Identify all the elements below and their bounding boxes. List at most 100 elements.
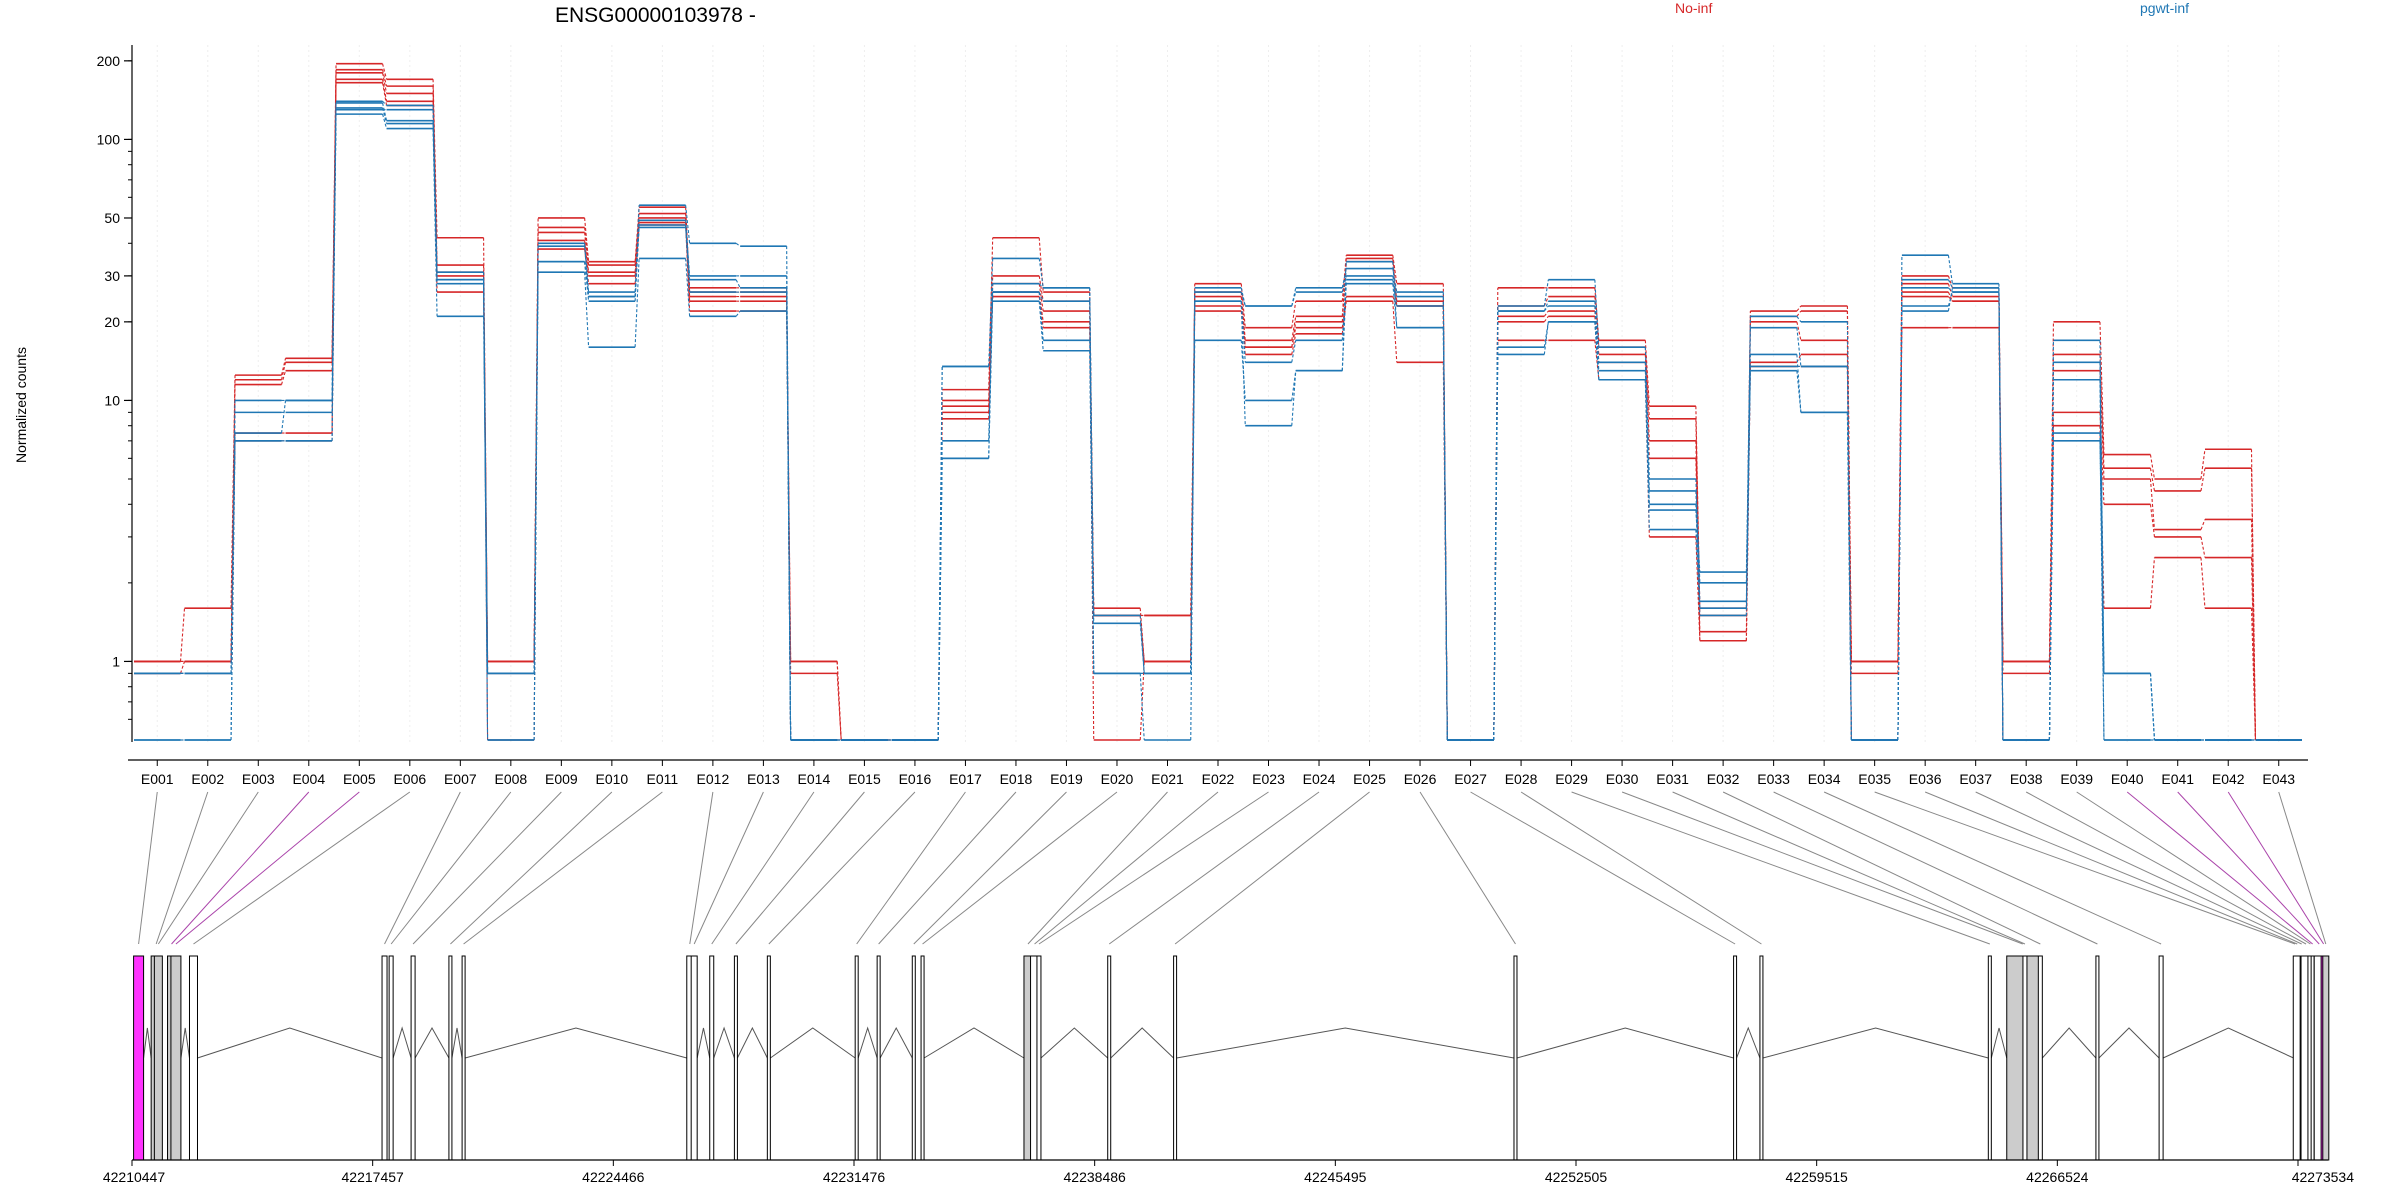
series-connector	[2200, 557, 2206, 609]
exon-connector	[856, 791, 966, 945]
exon-connector	[1038, 791, 1269, 945]
series-connector	[937, 440, 943, 741]
series-connector	[2149, 454, 2156, 480]
series-connector	[937, 412, 943, 741]
intron-line	[696, 1027, 711, 1059]
x-tick-label: E037	[1959, 771, 1992, 787]
intron-line	[2098, 1027, 2160, 1059]
series-connector	[1897, 327, 1903, 674]
gene-model-track	[133, 955, 2330, 1161]
x-tick-label: E010	[596, 771, 629, 787]
y-tick-label: 50	[104, 210, 120, 226]
series-connector	[1493, 311, 1499, 741]
series-connector	[1745, 354, 1751, 573]
series-connector	[1139, 673, 1145, 741]
series-connector	[2099, 321, 2105, 455]
series-connector	[1139, 623, 1145, 674]
series-connector	[1543, 321, 1549, 348]
intron-line	[1990, 1027, 2008, 1059]
series-connector	[584, 240, 590, 276]
series-connector	[1038, 292, 1044, 341]
exon-box	[153, 955, 163, 1161]
genomic-tick-label: 42252505	[1545, 1169, 1608, 1185]
series-connector	[382, 102, 388, 121]
exon-box	[1513, 955, 1518, 1161]
series-connector	[230, 375, 236, 609]
series-connector	[836, 673, 842, 741]
intron-line	[923, 1027, 1025, 1059]
series-connector	[280, 358, 287, 376]
intron-line	[1736, 1026, 1761, 1059]
series-connector	[1796, 370, 1802, 413]
exon-connector	[193, 791, 411, 945]
series-connector	[382, 107, 388, 124]
exon-connector-lines	[138, 791, 2327, 945]
grid-lines	[156, 45, 2280, 742]
x-tick-label: E024	[1303, 771, 1336, 787]
exon-box	[188, 955, 198, 1161]
series-connector	[1948, 287, 1953, 293]
exon-box	[709, 955, 715, 1161]
series-connector	[1038, 237, 1044, 293]
series-connector	[1644, 354, 1650, 441]
genomic-tick-label: 42259515	[1786, 1169, 1849, 1185]
exon-box	[2022, 955, 2028, 1161]
series-connector	[1947, 291, 1953, 302]
series-connector	[1291, 291, 1297, 307]
exon-connector	[1672, 791, 2026, 945]
exon-connector	[1470, 791, 1736, 945]
series-connector	[634, 224, 640, 302]
exon-connector	[138, 791, 158, 945]
series-connector	[1543, 310, 1549, 317]
series-connector	[685, 205, 691, 244]
series-connector	[1291, 301, 1297, 328]
series-connector	[1038, 301, 1044, 351]
x-tick-label: E033	[1757, 771, 1790, 787]
exon-connector	[1034, 791, 1219, 945]
x-tick-label: E026	[1404, 771, 1437, 787]
genomic-tick-label: 42273534	[2292, 1169, 2355, 1185]
exon-box	[461, 955, 466, 1161]
intron-line	[180, 1027, 190, 1059]
exon-box	[1173, 955, 1178, 1161]
intron-line	[879, 1026, 913, 1059]
x-tick-label: E029	[1555, 771, 1588, 787]
genomic-tick-label: 42217457	[342, 1169, 405, 1185]
exon-connector	[1975, 791, 2302, 945]
exon-connector	[171, 791, 310, 945]
genomic-tick-label: 42210447	[103, 1169, 166, 1185]
exon-box	[766, 955, 771, 1161]
x-tick-label: E039	[2060, 771, 2093, 787]
exon-connector	[1773, 791, 2098, 945]
series-connector	[1341, 268, 1347, 288]
intron-line	[2041, 1027, 2097, 1059]
x-tick-label: E043	[2262, 771, 2295, 787]
series-connector	[1038, 292, 1044, 322]
series-connector	[1392, 275, 1398, 297]
series-connector	[1392, 261, 1398, 328]
exon-connector	[450, 791, 613, 945]
series-connector	[1493, 340, 1499, 741]
x-tick-label: E002	[191, 771, 224, 787]
y-axis-label: Normalized counts	[13, 347, 29, 463]
series-connector	[584, 232, 590, 273]
x-tick-label: E031	[1656, 771, 1689, 787]
exon-box	[448, 955, 453, 1161]
exon-connector	[155, 791, 209, 945]
exon-connector	[1823, 791, 2162, 945]
x-tick-label: E034	[1808, 771, 1841, 787]
y-tick-label: 10	[104, 392, 120, 408]
series-connector	[2149, 468, 2156, 492]
series-connector	[1089, 340, 1095, 674]
x-tick-label: E030	[1606, 771, 1639, 787]
exon-connector	[1174, 791, 1370, 945]
series-connector	[1594, 305, 1600, 371]
genomic-tick-label: 42224466	[582, 1169, 645, 1185]
series-connector	[988, 292, 994, 459]
series-connector	[1594, 340, 1600, 380]
series-connector	[483, 279, 489, 741]
genomic-tick-label: 42245495	[1304, 1169, 1367, 1185]
x-tick-label: E013	[747, 771, 780, 787]
series-connector	[179, 661, 186, 674]
series-connector	[1796, 310, 1802, 317]
